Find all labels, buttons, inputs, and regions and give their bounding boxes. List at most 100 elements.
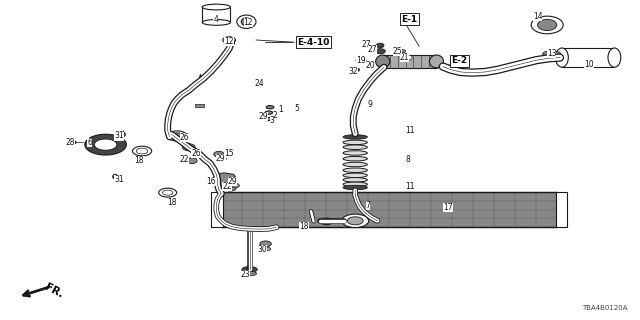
Ellipse shape <box>172 133 183 139</box>
Ellipse shape <box>556 48 568 67</box>
Text: 1: 1 <box>278 105 283 114</box>
Ellipse shape <box>538 19 557 30</box>
Ellipse shape <box>343 185 367 190</box>
Text: E-2: E-2 <box>451 56 468 65</box>
Text: 32: 32 <box>348 67 358 76</box>
Text: 10: 10 <box>584 60 594 69</box>
Text: 20: 20 <box>365 61 375 70</box>
Ellipse shape <box>214 151 224 157</box>
Ellipse shape <box>187 158 197 164</box>
Ellipse shape <box>343 140 367 145</box>
Ellipse shape <box>343 156 367 161</box>
Ellipse shape <box>342 214 369 228</box>
Text: TBA4B0120A: TBA4B0120A <box>582 305 627 311</box>
Ellipse shape <box>226 38 232 42</box>
Text: 14: 14 <box>532 12 543 21</box>
Ellipse shape <box>266 106 274 109</box>
Text: FR.: FR. <box>44 282 65 300</box>
Text: 21: 21 <box>400 53 409 62</box>
Polygon shape <box>212 173 237 186</box>
Ellipse shape <box>343 178 367 182</box>
Ellipse shape <box>113 174 118 179</box>
Text: 25: 25 <box>392 47 403 56</box>
Text: 9: 9 <box>367 100 372 109</box>
Ellipse shape <box>343 162 367 167</box>
Ellipse shape <box>219 156 227 161</box>
Text: 28: 28 <box>66 138 75 147</box>
Ellipse shape <box>67 140 76 145</box>
Text: 3: 3 <box>269 116 275 125</box>
Ellipse shape <box>343 168 367 172</box>
Text: 15: 15 <box>224 149 234 158</box>
Text: 8: 8 <box>406 155 411 164</box>
Ellipse shape <box>343 182 367 187</box>
Text: 12: 12 <box>244 18 253 27</box>
Ellipse shape <box>95 139 117 150</box>
Ellipse shape <box>375 49 385 54</box>
Text: 11: 11 <box>405 182 414 191</box>
Polygon shape <box>195 104 204 107</box>
Text: 31: 31 <box>114 175 124 184</box>
Ellipse shape <box>376 55 390 68</box>
Ellipse shape <box>182 144 195 151</box>
Ellipse shape <box>85 134 127 155</box>
Text: 27: 27 <box>367 45 378 54</box>
Text: 16: 16 <box>206 177 216 186</box>
Text: 29: 29 <box>259 112 269 121</box>
Ellipse shape <box>136 148 148 154</box>
Text: 12: 12 <box>225 37 234 46</box>
Text: 5: 5 <box>294 104 299 113</box>
Ellipse shape <box>429 55 444 68</box>
Ellipse shape <box>352 68 360 72</box>
Ellipse shape <box>168 131 187 141</box>
Text: 7: 7 <box>365 201 371 210</box>
Ellipse shape <box>365 62 374 66</box>
Text: 22: 22 <box>223 182 232 191</box>
Ellipse shape <box>232 183 239 188</box>
Text: 29: 29 <box>216 154 226 163</box>
Polygon shape <box>202 7 230 22</box>
Polygon shape <box>221 192 557 227</box>
Text: 29: 29 <box>227 177 237 186</box>
Ellipse shape <box>202 20 230 25</box>
Text: 18: 18 <box>134 156 143 165</box>
Text: 11: 11 <box>405 126 414 135</box>
Polygon shape <box>562 48 614 67</box>
Text: 4: 4 <box>213 15 218 24</box>
Ellipse shape <box>356 58 366 62</box>
Text: 6: 6 <box>87 138 92 147</box>
Text: 31: 31 <box>114 132 124 140</box>
Text: 26: 26 <box>179 133 189 142</box>
Text: 2: 2 <box>273 111 278 120</box>
Text: 23: 23 <box>240 270 250 279</box>
Ellipse shape <box>320 218 333 225</box>
Ellipse shape <box>260 241 271 247</box>
Text: 26: 26 <box>191 149 201 158</box>
Text: 17: 17 <box>443 203 453 212</box>
Polygon shape <box>383 55 436 68</box>
Ellipse shape <box>343 145 367 149</box>
Ellipse shape <box>243 271 257 276</box>
Ellipse shape <box>260 247 271 251</box>
Ellipse shape <box>237 15 256 28</box>
Text: 30: 30 <box>257 245 268 254</box>
Ellipse shape <box>343 135 367 139</box>
Ellipse shape <box>202 4 230 10</box>
Ellipse shape <box>120 132 125 137</box>
Ellipse shape <box>376 43 384 48</box>
Text: 19: 19 <box>356 56 366 65</box>
Ellipse shape <box>163 190 173 195</box>
Ellipse shape <box>531 16 563 34</box>
Ellipse shape <box>223 37 236 43</box>
Ellipse shape <box>132 146 152 156</box>
Ellipse shape <box>241 18 252 26</box>
Ellipse shape <box>348 217 364 225</box>
Ellipse shape <box>323 220 330 223</box>
Text: 24: 24 <box>254 79 264 88</box>
Ellipse shape <box>394 49 406 53</box>
Ellipse shape <box>265 111 273 114</box>
Text: 13: 13 <box>547 49 557 58</box>
Ellipse shape <box>343 173 367 178</box>
Ellipse shape <box>404 55 412 60</box>
Ellipse shape <box>343 151 367 155</box>
